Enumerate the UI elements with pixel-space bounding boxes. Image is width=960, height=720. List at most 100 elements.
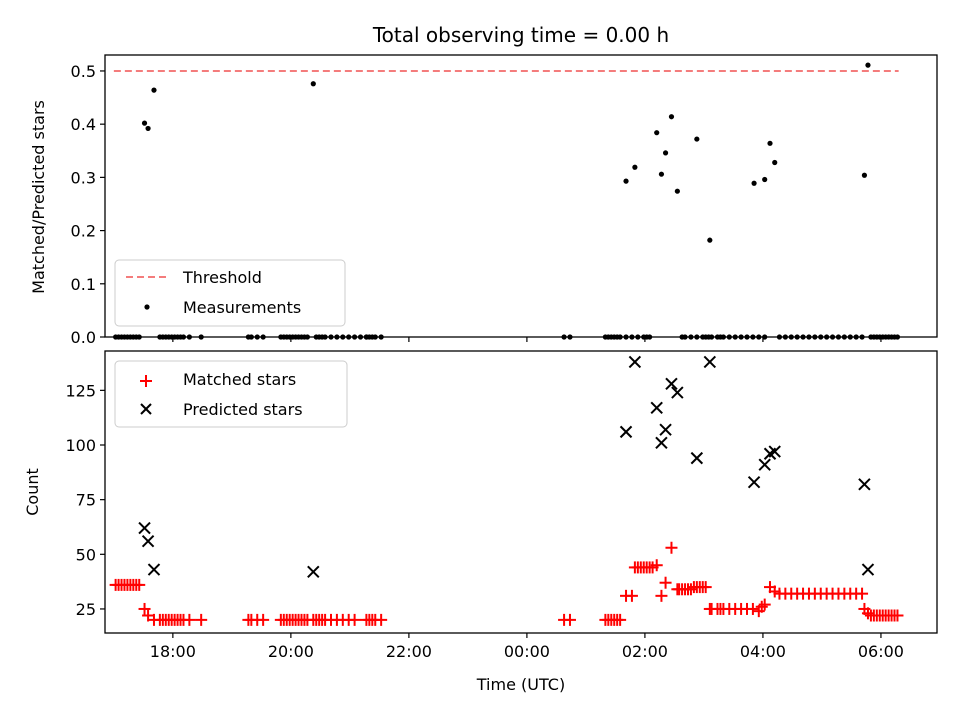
count-y-tick-label: 75 xyxy=(76,491,96,510)
measurement-point xyxy=(762,176,768,183)
legend-matched-label: Matched stars xyxy=(183,370,296,389)
ratio-legend-box xyxy=(114,259,346,327)
count-x-tick-label: 04:00 xyxy=(740,642,786,661)
measurement-point xyxy=(861,172,868,178)
predicted-star-point xyxy=(655,436,668,450)
count-axes-frame xyxy=(104,350,938,634)
measurement-point xyxy=(658,171,665,177)
count-y-tick-label: 100 xyxy=(65,436,96,455)
matched-star-point xyxy=(138,602,151,615)
measurement-point xyxy=(707,237,713,243)
ratio-y-tick-label: 0.1 xyxy=(71,275,96,294)
matched-star-point xyxy=(891,609,904,622)
predicted-star-point xyxy=(747,475,761,489)
ratio-y-tick-label: 0.4 xyxy=(71,115,96,134)
y-axis-label-ratio: Matched/Predicted stars xyxy=(29,100,48,294)
x-axis-label: Time (UTC) xyxy=(476,675,565,694)
count-x-tick-label: 20:00 xyxy=(268,642,314,661)
legend-predicted-swatch xyxy=(140,403,152,415)
legend-measurements-label: Measurements xyxy=(183,298,301,317)
matched-star-point xyxy=(563,613,576,626)
predicted-star-point xyxy=(650,401,663,415)
ratio-axis-ticks: 0.0 0.1 0.2 0.3 0.4 0.5 xyxy=(71,62,882,347)
matched-star-point xyxy=(195,613,208,626)
count-legend-box xyxy=(114,360,348,428)
measurement-point xyxy=(694,136,700,142)
count-axis-ticks: 25 50 75 100 125 18:00 20:00 22:00 00:00 02:00 04:… xyxy=(65,381,904,661)
y-axis-label-count: Count xyxy=(23,468,42,516)
ratio-legend: Threshold Measurements xyxy=(114,259,346,327)
measurement-point xyxy=(772,159,778,166)
measurement-point xyxy=(767,140,773,146)
ratio-y-tick-label: 0.3 xyxy=(71,168,96,187)
matched-star-point xyxy=(684,583,697,596)
measurement-point xyxy=(751,180,757,186)
matched-star-point xyxy=(183,613,196,626)
count-plot-area xyxy=(109,355,904,626)
count-legend: Matched stars Predicted stars xyxy=(114,360,348,428)
measurement-point xyxy=(674,188,680,194)
measurement-point xyxy=(310,81,316,87)
matched-star-point xyxy=(755,600,768,613)
predicted-star-point xyxy=(619,425,633,439)
ratio-y-tick-label: 0.2 xyxy=(71,222,96,241)
ratio-y-tick-label: 0.0 xyxy=(71,328,96,347)
predicted-star-point xyxy=(138,521,151,535)
ratio-panel: Total observing time = 0.00 h Matched/Pr… xyxy=(29,23,938,347)
matched-star-point xyxy=(257,613,270,626)
measurement-point xyxy=(141,120,148,126)
matched-star-point xyxy=(614,613,627,626)
measurement-point xyxy=(662,150,669,156)
predicted-star-point xyxy=(147,563,161,576)
count-y-tick-label: 125 xyxy=(65,381,96,400)
matched-star-point xyxy=(856,587,869,600)
count-x-tick-label: 22:00 xyxy=(386,642,432,661)
measurement-point xyxy=(668,114,675,120)
measurement-point xyxy=(145,125,151,132)
ratio-y-tick-label: 0.5 xyxy=(71,62,96,81)
matched-star-point xyxy=(133,578,146,591)
matched-star-point xyxy=(348,613,361,626)
count-x-tick-label: 02:00 xyxy=(622,642,668,661)
matched-star-point xyxy=(746,602,759,615)
legend-matched-swatch xyxy=(140,375,152,387)
predicted-star-point xyxy=(703,355,717,369)
predicted-star-point xyxy=(758,458,771,471)
matched-star-point xyxy=(699,581,712,594)
legend-threshold-label: Threshold xyxy=(182,268,262,287)
predicted-star-point xyxy=(671,386,684,399)
predicted-star-point xyxy=(861,563,875,576)
predicted-star-point xyxy=(628,355,642,369)
matched-star-point xyxy=(375,613,388,626)
count-x-tick-label: 06:00 xyxy=(858,642,904,661)
legend-measurements-swatch xyxy=(144,304,150,310)
matched-star-point xyxy=(655,589,668,602)
count-x-tick-label: 18:00 xyxy=(150,642,196,661)
matched-star-point xyxy=(659,576,672,589)
matched-star-point xyxy=(758,598,771,611)
predicted-star-point xyxy=(858,478,871,491)
measurement-point xyxy=(632,164,638,170)
count-y-tick-label: 50 xyxy=(76,545,96,564)
predicted-star-point xyxy=(307,565,320,578)
matched-star-point xyxy=(625,589,638,602)
measurement-point xyxy=(151,87,157,93)
predicted-star-point xyxy=(665,377,678,390)
predicted-star-point xyxy=(141,534,155,548)
count-y-tick-label: 25 xyxy=(76,600,96,619)
count-x-tick-label: 00:00 xyxy=(504,642,550,661)
ratio-axes-frame xyxy=(104,54,938,338)
predicted-star-point xyxy=(690,451,704,465)
measurement-point xyxy=(623,178,629,184)
predicted-star-point xyxy=(659,423,672,436)
predicted-star-point xyxy=(768,445,781,458)
chart-title: Total observing time = 0.00 h xyxy=(372,23,669,47)
matched-star-point xyxy=(650,559,663,572)
legend-predicted-label: Predicted stars xyxy=(183,400,303,419)
measurement-point xyxy=(654,130,660,136)
measurement-point xyxy=(865,62,871,68)
matched-star-point xyxy=(665,541,678,554)
